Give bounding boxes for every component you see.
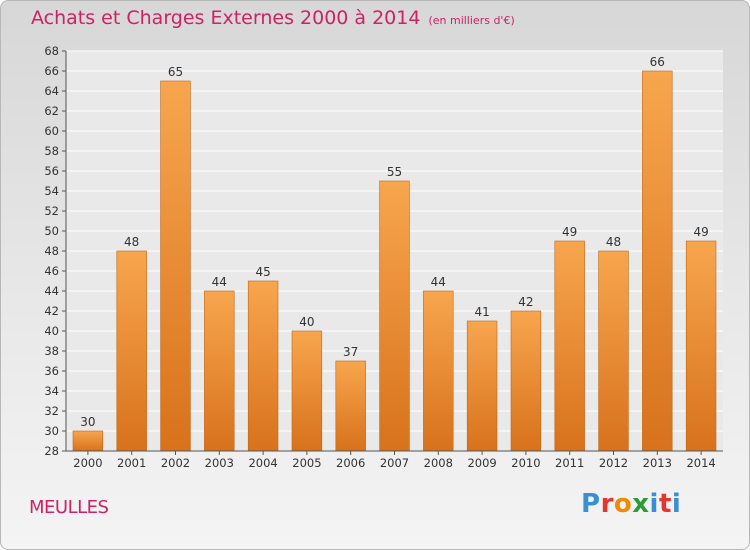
y-tick-label: 50 — [44, 224, 59, 238]
logo-letter: i — [671, 489, 682, 519]
chart-title-block: Achats et Charges Externes 2000 à 2014 (e… — [31, 7, 515, 29]
bar — [291, 330, 323, 452]
bar-value-label: 55 — [387, 165, 402, 179]
x-tick-label: 2005 — [292, 456, 321, 470]
bar — [160, 80, 191, 452]
y-tick-label: 56 — [44, 164, 59, 178]
x-tick-label: 2007 — [380, 456, 409, 470]
bar-value-label: 40 — [299, 315, 314, 329]
x-tick-label: 2012 — [599, 456, 628, 470]
bar-value-label: 30 — [80, 415, 95, 429]
y-tick-label: 32 — [44, 404, 59, 418]
logo-letter: t — [658, 489, 672, 519]
y-tick-label: 34 — [44, 384, 59, 398]
bar-value-label: 44 — [212, 275, 227, 289]
logo-letter: r — [600, 489, 614, 519]
x-tick-label: 2001 — [117, 456, 146, 470]
bar-value-label: 48 — [606, 235, 621, 249]
y-tick-label: 36 — [44, 364, 59, 378]
y-tick-label: 40 — [44, 324, 59, 338]
logo-letter: P — [581, 489, 601, 519]
x-tick-label: 2009 — [467, 456, 496, 470]
bar — [116, 250, 147, 452]
bar — [379, 180, 410, 452]
y-tick-label: 28 — [44, 444, 59, 458]
y-tick-label: 60 — [44, 124, 59, 138]
bar — [598, 250, 629, 452]
y-tick-label: 64 — [44, 84, 59, 98]
y-tick-label: 42 — [44, 304, 59, 318]
bar — [335, 360, 366, 452]
y-tick-label: 46 — [44, 264, 59, 278]
y-tick-label: 62 — [44, 104, 59, 118]
bar-value-label: 37 — [343, 345, 358, 359]
bar — [204, 290, 235, 452]
x-tick-label: 2010 — [511, 456, 540, 470]
y-tick-label: 44 — [44, 284, 59, 298]
proxiti-logo[interactable]: Proxiti — [581, 489, 681, 519]
bar — [247, 280, 279, 452]
x-tick-label: 2011 — [555, 456, 584, 470]
bar-value-label: 65 — [168, 65, 183, 79]
y-tick-label: 66 — [44, 64, 59, 78]
bar-value-label: 49 — [693, 225, 708, 239]
x-tick-label: 2004 — [248, 456, 277, 470]
bar — [642, 70, 673, 452]
bar-value-label: 45 — [255, 265, 270, 279]
x-tick-label: 2008 — [424, 456, 453, 470]
bar-value-label: 49 — [562, 225, 577, 239]
y-tick-label: 48 — [44, 244, 59, 258]
y-tick-label: 58 — [44, 144, 59, 158]
bar-value-label: 66 — [650, 55, 665, 69]
logo-letter: i — [649, 489, 659, 519]
y-tick-label: 68 — [44, 44, 59, 58]
bar-value-label: 42 — [518, 295, 533, 309]
y-tick-label: 30 — [44, 424, 59, 438]
bar-value-label: 44 — [431, 275, 446, 289]
bar-value-label: 41 — [474, 305, 489, 319]
bar — [554, 240, 585, 452]
x-tick-label: 2000 — [73, 456, 102, 470]
logo-letter: x — [632, 489, 650, 519]
y-tick-label: 38 — [44, 344, 59, 358]
commune-name: MEULLES — [29, 497, 109, 518]
chart-subtitle: (en milliers d'€) — [428, 14, 515, 27]
chart-title: Achats et Charges Externes 2000 à 2014 — [31, 7, 421, 29]
x-tick-label: 2013 — [643, 456, 672, 470]
bar — [423, 290, 454, 452]
logo-letter: o — [613, 489, 633, 519]
bar — [510, 310, 542, 452]
bar — [72, 430, 104, 452]
x-tick-label: 2002 — [161, 456, 190, 470]
x-tick-label: 2006 — [336, 456, 365, 470]
bar-value-label: 48 — [124, 235, 139, 249]
y-tick-label: 54 — [44, 184, 59, 198]
x-tick-label: 2003 — [205, 456, 234, 470]
bar — [685, 240, 717, 452]
x-tick-label: 2014 — [686, 456, 715, 470]
bar — [466, 320, 498, 452]
y-tick-label: 52 — [44, 204, 59, 218]
